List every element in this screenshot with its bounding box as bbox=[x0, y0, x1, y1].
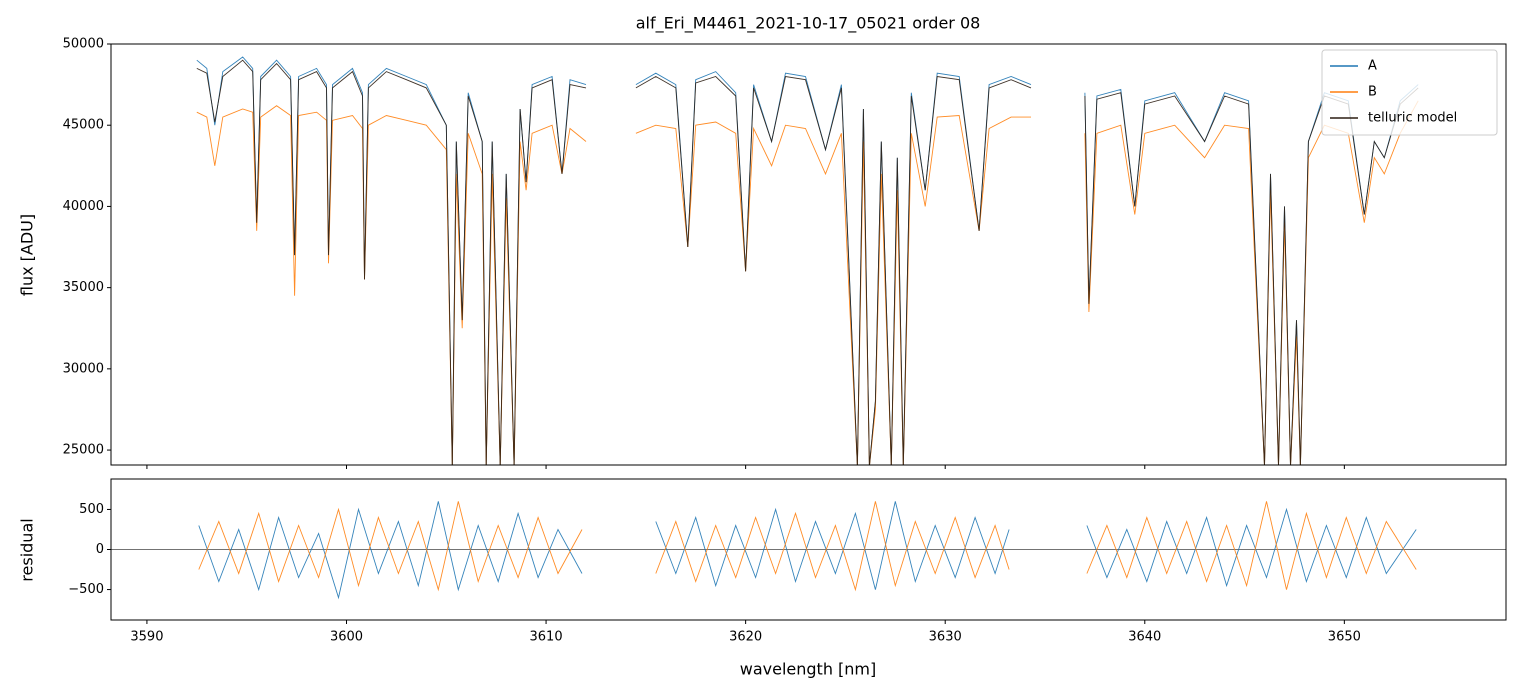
x-tick-label: 3610 bbox=[530, 630, 563, 645]
axes-frame bbox=[110, 478, 1507, 621]
y-tick-label: 25000 bbox=[63, 443, 104, 458]
legend-box bbox=[1321, 49, 1498, 136]
series-line bbox=[196, 56, 1419, 465]
y-tick-label: 500 bbox=[79, 502, 104, 517]
x-tick-label: 3600 bbox=[330, 630, 363, 645]
series-line bbox=[196, 100, 1419, 465]
series-line bbox=[198, 501, 1417, 592]
x-tick-label: 3630 bbox=[929, 630, 962, 645]
plot-area bbox=[111, 501, 1506, 600]
y-tick-label: 40000 bbox=[63, 199, 104, 214]
axes-frame bbox=[110, 43, 1507, 466]
x-tick-label: 3650 bbox=[1328, 630, 1361, 645]
plot-area bbox=[196, 56, 1419, 465]
legend-label: A bbox=[1368, 59, 1377, 74]
series-line bbox=[196, 59, 1419, 465]
y-tick-label: 35000 bbox=[63, 280, 104, 295]
x-tick-label: 3620 bbox=[729, 630, 762, 645]
y-tick-label: 50000 bbox=[63, 37, 104, 52]
y-axis-label: residual bbox=[18, 518, 37, 581]
y-tick-label: 30000 bbox=[63, 361, 104, 376]
x-axis-label: wavelength [nm] bbox=[740, 660, 877, 679]
x-tick-label: 3640 bbox=[1128, 630, 1161, 645]
y-tick-label: −500 bbox=[68, 582, 104, 597]
chart-title: alf_Eri_M4461_2021-10-17_05021 order 08 bbox=[636, 14, 981, 34]
y-axis-label: flux [ADU] bbox=[18, 214, 37, 296]
y-tick-label: 45000 bbox=[63, 118, 104, 133]
legend-label: telluric model bbox=[1368, 111, 1457, 126]
legend-label: B bbox=[1368, 85, 1377, 100]
y-tick-label: 0 bbox=[96, 542, 104, 557]
x-tick-label: 3590 bbox=[130, 630, 163, 645]
series-line bbox=[198, 501, 1417, 600]
